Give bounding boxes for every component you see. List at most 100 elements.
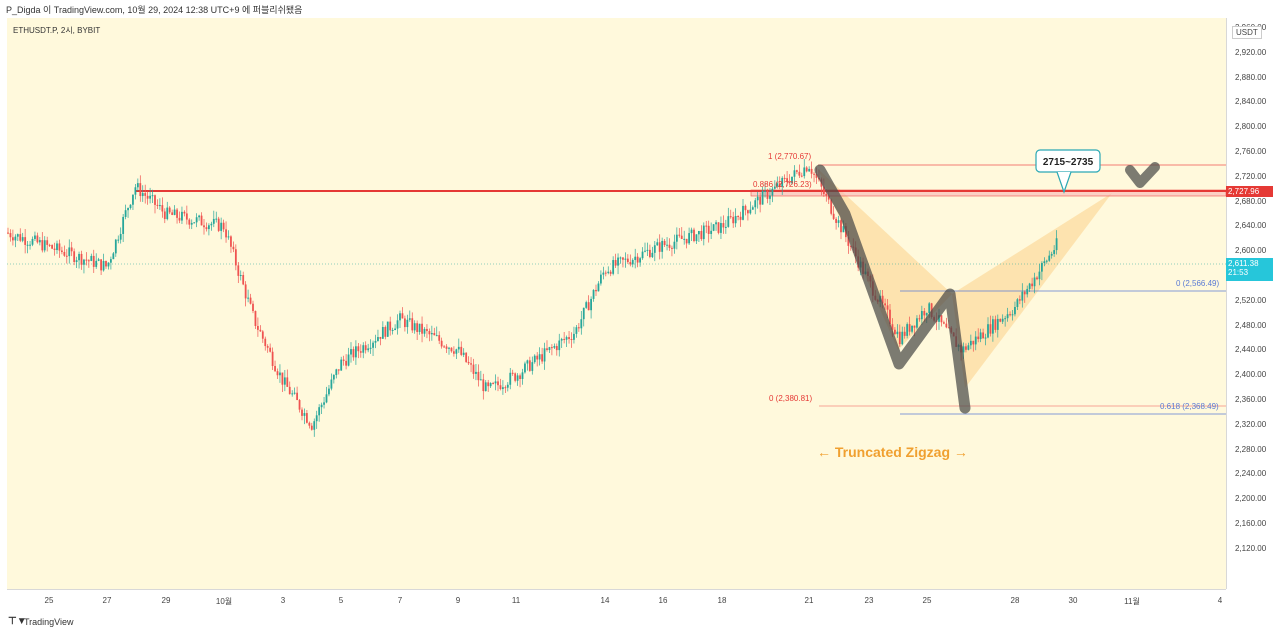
candle-down bbox=[940, 315, 943, 323]
candle-down bbox=[945, 323, 948, 328]
candle-down bbox=[886, 305, 889, 310]
candle-down bbox=[671, 247, 673, 249]
candle-up bbox=[1011, 314, 1014, 316]
candle-up bbox=[198, 215, 200, 218]
candle-down bbox=[849, 245, 852, 247]
candle-up bbox=[195, 217, 198, 223]
price-tick-label: 2,280.00 bbox=[1235, 444, 1267, 454]
candle-down bbox=[810, 168, 813, 174]
candle-down bbox=[908, 324, 911, 332]
currency-label[interactable]: USDT bbox=[1232, 26, 1262, 39]
candle-up bbox=[374, 340, 377, 343]
candle-up bbox=[742, 205, 744, 220]
candle-up bbox=[134, 187, 137, 195]
candle-down bbox=[146, 195, 149, 199]
candle-up bbox=[149, 195, 151, 199]
time-tick-label: 23 bbox=[864, 596, 874, 605]
time-tick-label: 21 bbox=[804, 596, 814, 605]
bar-countdown: 21:53 bbox=[1228, 268, 1249, 277]
candle-up bbox=[151, 195, 154, 197]
candle-down bbox=[551, 347, 553, 349]
candle-down bbox=[310, 425, 313, 430]
candle-down bbox=[813, 173, 815, 175]
candle-up bbox=[538, 354, 541, 360]
candle-down bbox=[288, 386, 291, 395]
candle-up bbox=[1055, 238, 1058, 251]
candle-up bbox=[1045, 260, 1048, 262]
candle-down bbox=[636, 256, 639, 263]
candle-up bbox=[920, 311, 923, 320]
candle-down bbox=[747, 210, 749, 214]
candle-up bbox=[1038, 271, 1041, 280]
candle-up bbox=[173, 209, 176, 215]
price-tick-label: 2,200.00 bbox=[1235, 494, 1267, 504]
fib-886-label: 0.886 (2,726.23) bbox=[753, 180, 812, 189]
candle-down bbox=[577, 327, 580, 329]
candle-down bbox=[903, 331, 906, 336]
price-tick-label: 2,400.00 bbox=[1235, 370, 1267, 380]
symbol-label[interactable]: ETHUSDT.P, 2시, BYBIT bbox=[13, 26, 101, 35]
price-chart[interactable]: 2715~2735 bbox=[7, 18, 1226, 589]
candle-up bbox=[590, 298, 592, 311]
candle-up bbox=[335, 369, 338, 375]
candle-down bbox=[778, 183, 781, 187]
candle-up bbox=[749, 209, 752, 214]
candle-up bbox=[781, 177, 784, 187]
candle-up bbox=[592, 289, 595, 299]
candle-up bbox=[210, 223, 213, 226]
candle-up bbox=[896, 331, 899, 335]
candle-down bbox=[528, 360, 531, 371]
candle-down bbox=[404, 318, 406, 328]
candle-down bbox=[453, 351, 455, 354]
candle-up bbox=[969, 340, 972, 346]
candle-down bbox=[923, 311, 926, 316]
candle-down bbox=[357, 346, 360, 352]
candle-up bbox=[239, 275, 242, 277]
candle-up bbox=[320, 404, 323, 408]
fib-0-upper-label: 0 (2,566.49) bbox=[1176, 279, 1220, 288]
candle-up bbox=[502, 387, 504, 390]
candle-down bbox=[555, 346, 558, 351]
candle-up bbox=[531, 362, 534, 371]
candle-down bbox=[269, 347, 272, 352]
last-price-value: 2,611.38 bbox=[1228, 259, 1259, 268]
candle-up bbox=[38, 240, 41, 243]
candle-down bbox=[511, 372, 514, 374]
tradingview-logo-icon[interactable]: ⊤▼ bbox=[8, 616, 27, 627]
candle-down bbox=[266, 346, 269, 348]
chart-plot-area[interactable]: 2715~2735 ETHUSDT.P, 2시, BYBIT 1 (2,770.… bbox=[7, 18, 1226, 589]
candle-down bbox=[411, 318, 414, 331]
candle-down bbox=[296, 392, 298, 401]
candle-down bbox=[796, 170, 798, 172]
time-tick-label: 18 bbox=[717, 596, 727, 605]
candle-down bbox=[999, 318, 1002, 322]
candle-up bbox=[791, 176, 793, 184]
candle-down bbox=[274, 365, 276, 372]
attribution-text: P_Digda 이 TradingView.com, 10월 29, 2024 … bbox=[6, 5, 303, 15]
candle-down bbox=[41, 240, 44, 251]
candle-up bbox=[43, 240, 46, 251]
time-tick-label: 3 bbox=[280, 596, 286, 605]
candle-up bbox=[220, 222, 223, 231]
pattern-triangle-1 bbox=[818, 169, 952, 350]
candle-down bbox=[178, 217, 181, 221]
candle-down bbox=[445, 346, 448, 349]
candle-up bbox=[712, 224, 715, 231]
candle-down bbox=[482, 379, 485, 392]
candle-down bbox=[237, 265, 240, 276]
candle-up bbox=[475, 371, 477, 374]
candle-up bbox=[808, 168, 811, 172]
price-axis[interactable]: 2,960.002,920.002,880.002,840.002,800.00… bbox=[1226, 18, 1280, 589]
candle-up bbox=[323, 402, 325, 405]
candle-down bbox=[416, 323, 419, 332]
candle-up bbox=[136, 183, 139, 188]
candle-up bbox=[391, 330, 394, 332]
candle-down bbox=[188, 219, 191, 225]
candle-up bbox=[925, 312, 928, 316]
candle-down bbox=[891, 324, 894, 330]
candle-down bbox=[536, 355, 539, 360]
candle-up bbox=[479, 379, 482, 381]
time-axis[interactable]: 25 27 29 10월 3 5 7 9 11 14 16 18 21 23 25 28 30 11월 4 bbox=[7, 589, 1226, 613]
candle-up bbox=[97, 259, 100, 261]
candle-up bbox=[702, 225, 705, 240]
